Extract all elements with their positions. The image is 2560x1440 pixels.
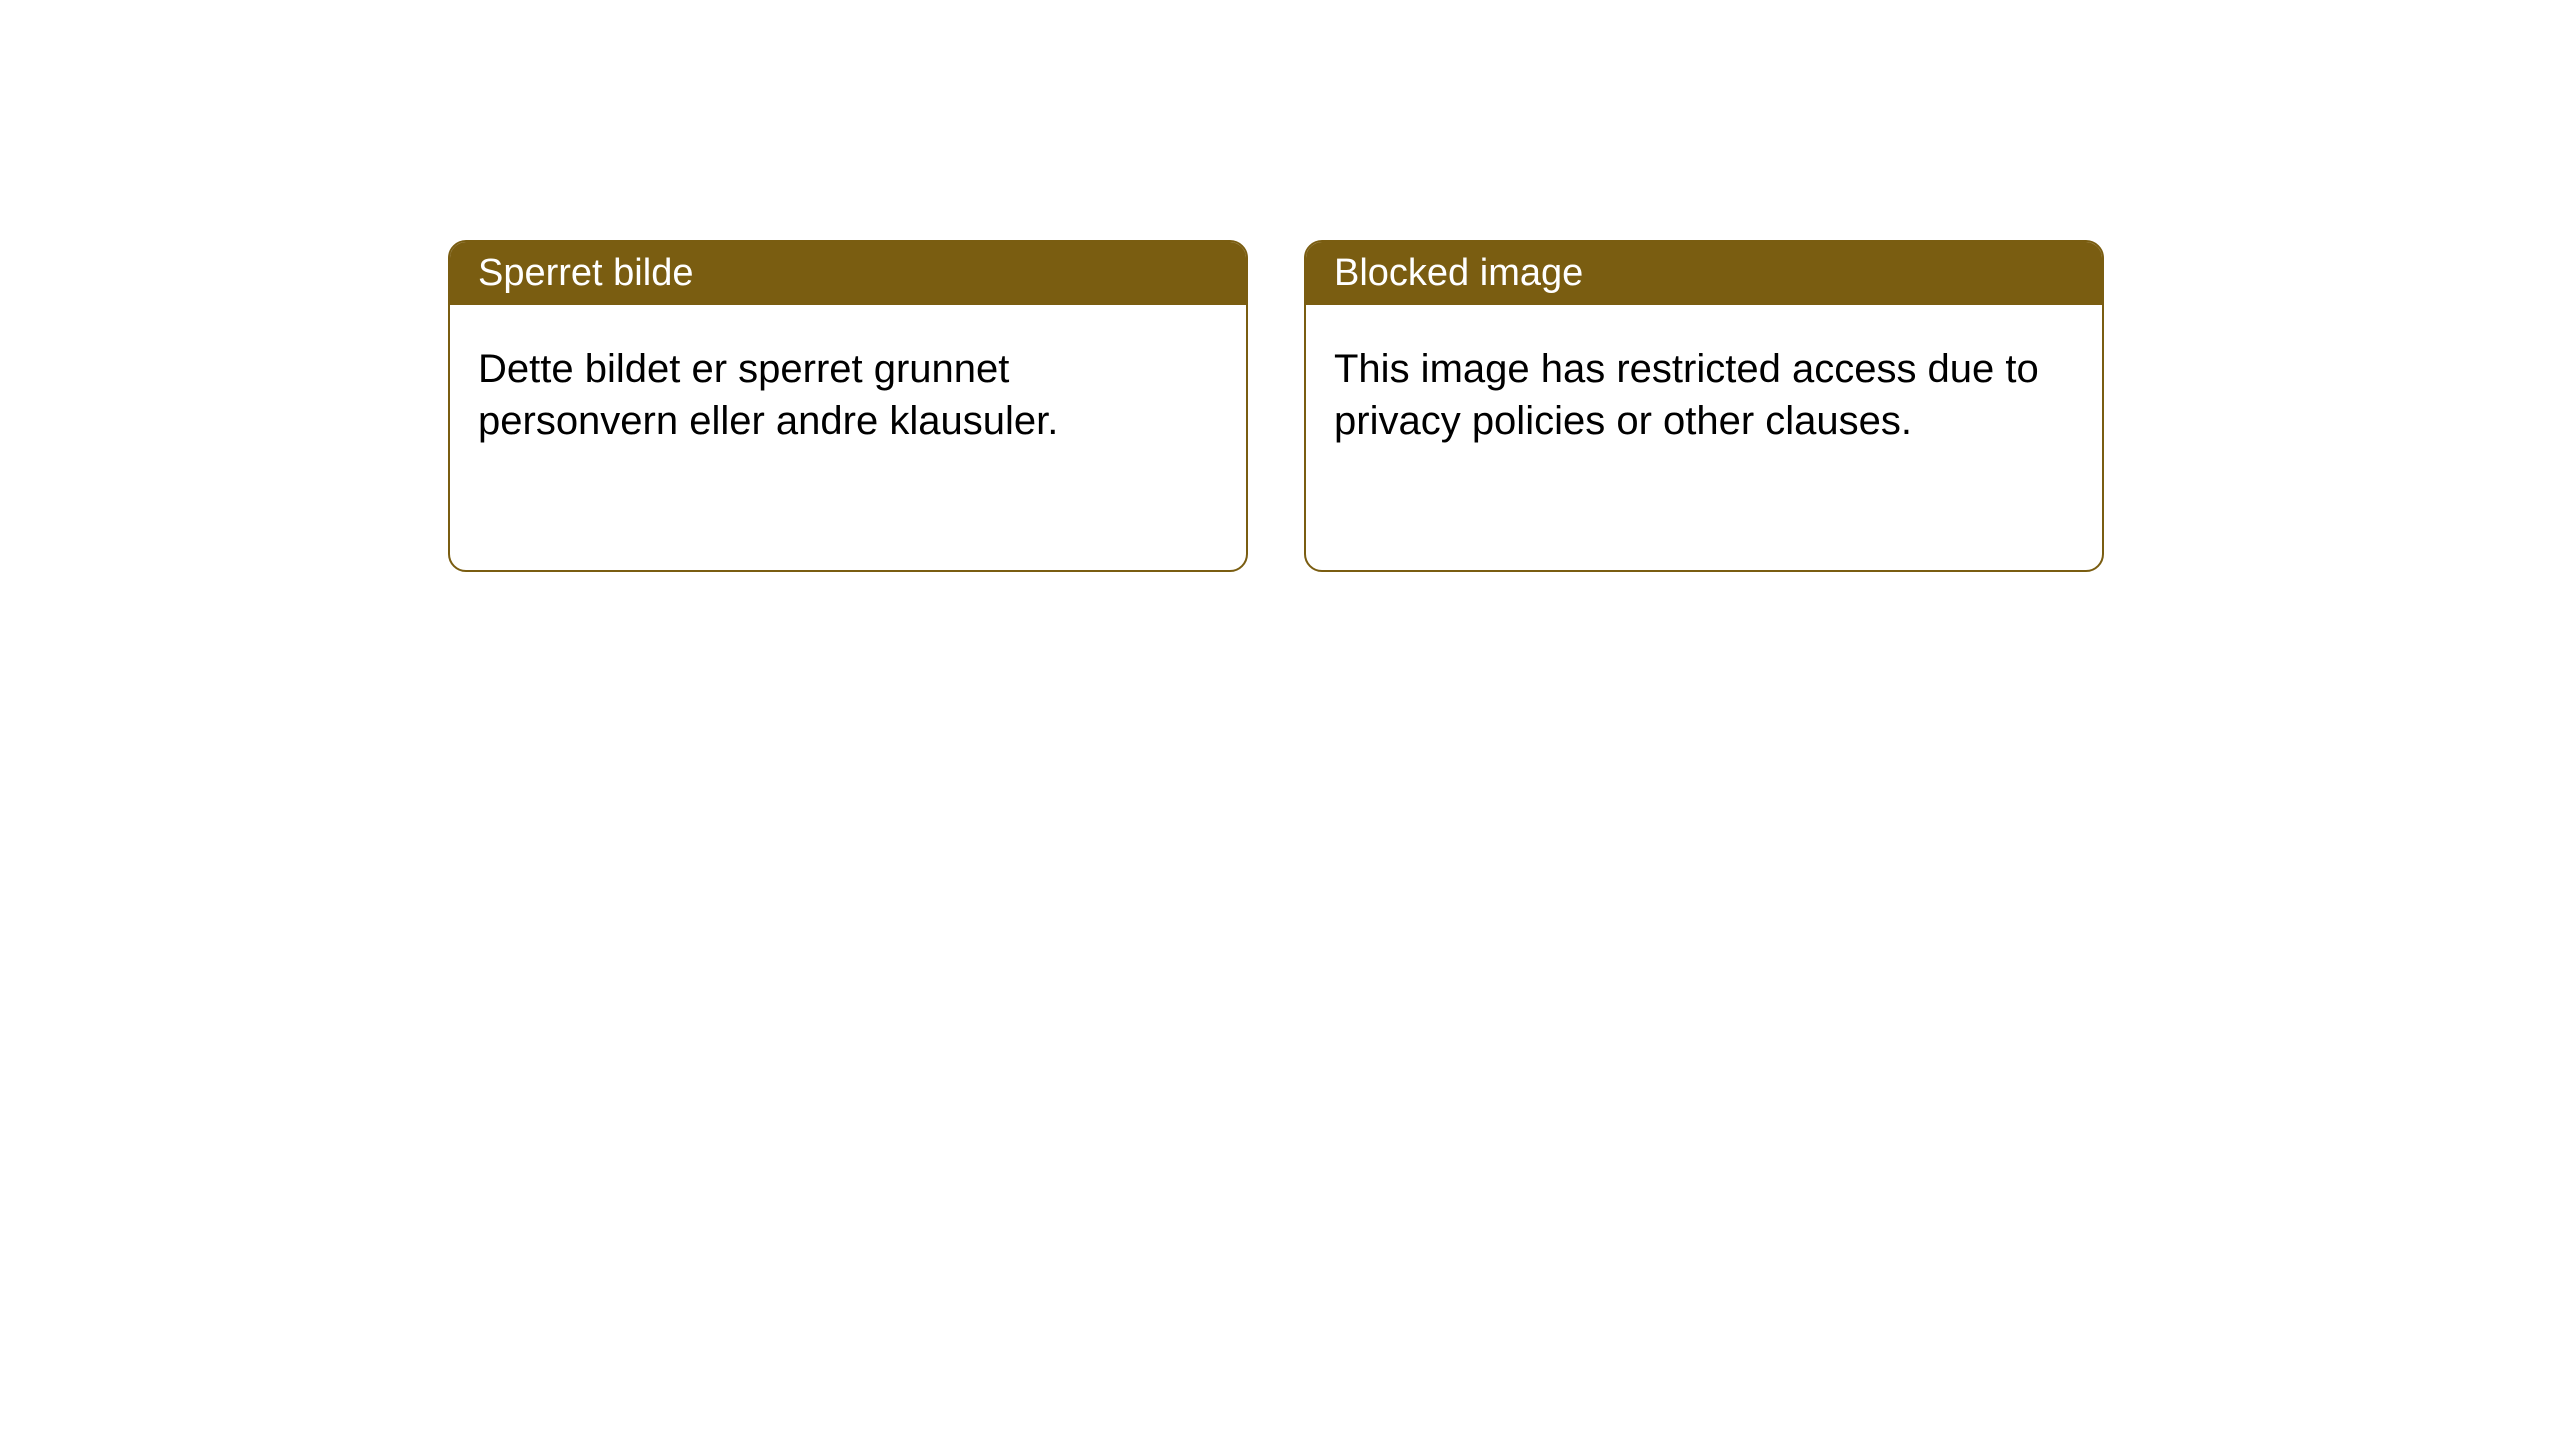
card-body-text: This image has restricted access due to … xyxy=(1334,347,2039,443)
card-body-text: Dette bildet er sperret grunnet personve… xyxy=(478,347,1058,443)
notice-card-english: Blocked image This image has restricted … xyxy=(1304,240,2104,572)
notice-container: Sperret bilde Dette bildet er sperret gr… xyxy=(0,0,2560,572)
card-title: Sperret bilde xyxy=(478,252,693,294)
card-title: Blocked image xyxy=(1334,252,1583,294)
card-header: Sperret bilde xyxy=(450,242,1246,305)
card-header: Blocked image xyxy=(1306,242,2102,305)
card-body: Dette bildet er sperret grunnet personve… xyxy=(450,305,1246,485)
card-body: This image has restricted access due to … xyxy=(1306,305,2102,485)
notice-card-norwegian: Sperret bilde Dette bildet er sperret gr… xyxy=(448,240,1248,572)
